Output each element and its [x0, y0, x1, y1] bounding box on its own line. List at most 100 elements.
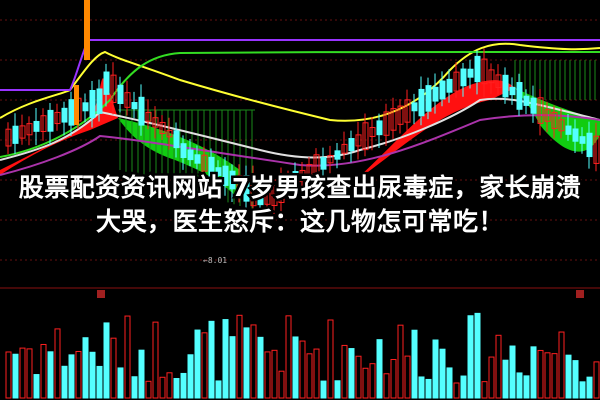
volume-bar — [313, 348, 320, 399]
volume-bar — [271, 349, 278, 399]
candle-up — [404, 99, 411, 123]
candle-up — [593, 135, 600, 164]
candle-down — [68, 99, 75, 126]
candle-up — [488, 69, 495, 84]
candle-up — [145, 111, 152, 122]
volume-bar — [54, 328, 61, 399]
volume-bar — [467, 315, 474, 399]
candle-up — [166, 129, 173, 138]
candle-up — [278, 174, 285, 203]
volume-bar — [145, 380, 152, 399]
volume-bar — [82, 337, 89, 399]
candle-up — [250, 179, 257, 207]
candle-up — [481, 58, 488, 85]
volume-bar — [523, 375, 530, 399]
volume-bar — [124, 315, 131, 399]
candle-down — [229, 170, 236, 190]
volume-bar — [5, 351, 12, 399]
candle-down — [334, 150, 341, 160]
candle-up — [313, 154, 320, 181]
volume-bar — [285, 315, 292, 399]
candle-down — [439, 80, 446, 100]
volume-bar — [243, 327, 250, 399]
volume-bar — [68, 354, 75, 399]
indicator-label-box — [576, 290, 584, 298]
volume-bar — [19, 347, 26, 399]
volume-bar — [334, 380, 341, 399]
volume-bar — [432, 339, 439, 399]
volume-bar — [474, 312, 481, 399]
candle-down — [523, 95, 530, 106]
volume-bar — [103, 322, 110, 399]
low-price-marker: ←8.01 — [203, 256, 228, 265]
candle-down — [12, 125, 19, 144]
volume-bar — [26, 348, 33, 399]
volume-bar — [320, 380, 327, 399]
volume-bar — [138, 349, 145, 399]
volume-bar — [166, 372, 173, 399]
candle-down — [320, 157, 327, 170]
candle-up — [558, 119, 565, 132]
candle-down — [47, 109, 54, 132]
candle-spike — [84, 0, 90, 60]
volume-bar — [264, 351, 271, 399]
candle-up — [390, 108, 397, 131]
volume-bar — [110, 337, 117, 399]
candle-down — [460, 68, 467, 87]
candle-down — [222, 165, 229, 186]
candle-spike — [74, 85, 79, 125]
volume-bar — [565, 354, 572, 399]
candle-up — [341, 143, 348, 154]
candle-up — [152, 117, 159, 128]
volume-bar — [341, 344, 348, 399]
candle-up — [537, 97, 544, 124]
candle-down — [586, 132, 593, 158]
moving-average-green — [0, 50, 600, 158]
candle-up — [271, 179, 278, 207]
volume-bar — [327, 319, 334, 399]
candle-down — [572, 128, 579, 142]
volume-bar — [201, 332, 208, 399]
headline-line-1: 股票配资资讯网站 7岁男孩查出尿毒症，家长崩溃 — [16, 171, 583, 205]
volume-bar — [446, 367, 453, 399]
volume-bar — [418, 376, 425, 399]
candle-up — [110, 74, 117, 103]
candle-down — [530, 97, 537, 114]
volume-bar — [348, 348, 355, 399]
volume-bar — [250, 324, 257, 399]
candle-up — [264, 189, 271, 205]
candle-down — [432, 86, 439, 102]
volume-bar — [152, 321, 159, 399]
candle-up — [236, 175, 243, 194]
candle-down — [82, 102, 89, 112]
candle-down — [579, 136, 586, 144]
candle-up — [397, 105, 404, 125]
candle-down — [194, 154, 201, 164]
volume-bar — [593, 361, 600, 399]
candle-up — [299, 169, 306, 183]
volume-bar — [208, 320, 215, 399]
volume-bar — [460, 375, 467, 399]
candle-down — [292, 171, 299, 190]
volume-bar — [215, 380, 222, 399]
candle-down — [376, 120, 383, 136]
volume-bar — [439, 348, 446, 399]
candle-up — [327, 155, 334, 164]
volume-bar — [75, 350, 82, 399]
volume-bar — [47, 351, 54, 399]
volume-bar — [180, 372, 187, 399]
volume-bar — [33, 374, 40, 399]
volume-bar — [558, 331, 565, 399]
volume-bar — [530, 346, 537, 399]
volume-bar — [502, 359, 509, 399]
candle-down — [33, 120, 40, 132]
candle-down — [187, 149, 194, 161]
moving-average-magenta — [0, 114, 600, 176]
candle-down — [502, 74, 509, 98]
volume-bar — [544, 352, 551, 399]
volume-bar — [40, 343, 47, 399]
candle-up — [551, 111, 558, 129]
candle-up — [495, 74, 502, 88]
candle-down — [411, 102, 418, 112]
